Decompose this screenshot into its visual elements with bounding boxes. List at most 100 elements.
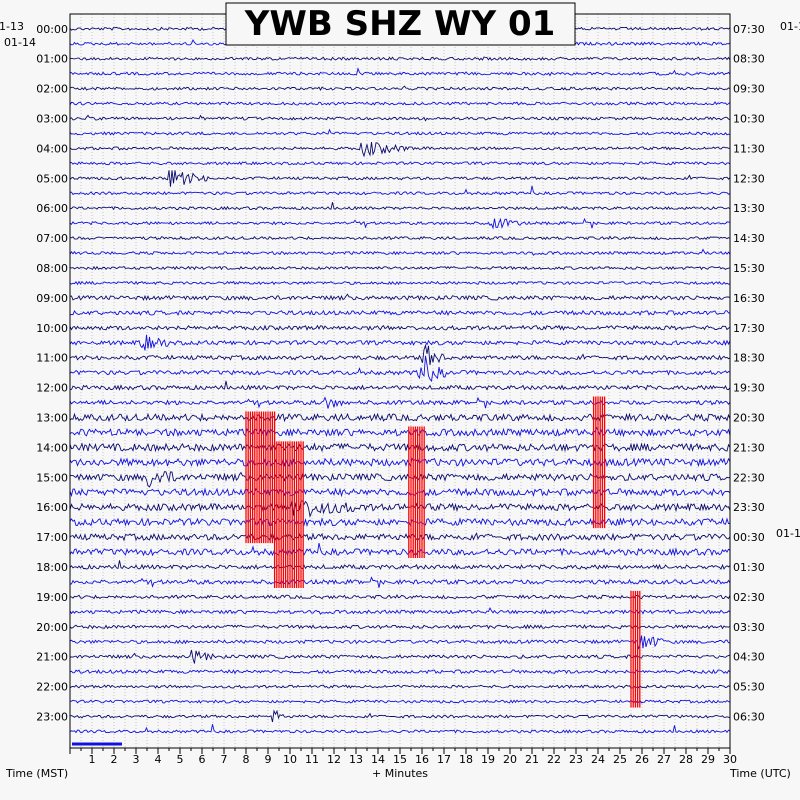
chart-title: YWB SHZ WY 01 [244, 4, 556, 44]
left-hour-label: 20:00 [36, 621, 68, 634]
left-hour-label: 07:00 [36, 232, 68, 245]
x-tick-label: 29 [701, 753, 715, 766]
x-tick-label: 7 [221, 753, 228, 766]
left-hour-label: 13:00 [36, 412, 68, 425]
trace-line [69, 67, 731, 77]
trace-line [69, 114, 731, 122]
right-axis-label: Time (UTC) [729, 767, 791, 780]
right-hour-label: 14:30 [733, 232, 765, 245]
right-hour-label: 03:30 [733, 621, 765, 634]
left-hour-label: 19:00 [36, 591, 68, 604]
trace-line [69, 471, 731, 488]
x-tick-label: 27 [657, 753, 671, 766]
right-hour-label: 12:30 [733, 172, 765, 185]
trace-line [69, 141, 731, 158]
x-tick-label: 16 [415, 753, 429, 766]
left-axis-label: Time (MST) [5, 767, 68, 780]
right-hour-label: 13:30 [733, 202, 765, 215]
right-hour-labels: 07:30 08:30 09:30 10:30 11:30 12:30 13:30 14:30… [733, 23, 765, 724]
trace-line [69, 265, 731, 271]
left-hour-label: 15:00 [36, 471, 68, 484]
left-hour-label: 03:00 [36, 113, 68, 126]
x-tick-label: 5 [177, 753, 184, 766]
x-tick-labels: 1 2 3 4 5 6 7 8 9 10 11 12 13 14 15 16 17 18 19 20 21 22 23 24 2… [89, 753, 738, 766]
x-tick-label: 10 [283, 753, 297, 766]
x-tick-label: 4 [155, 753, 162, 766]
right-hour-label: 09:30 [733, 83, 765, 96]
x-tick-label: 15 [393, 753, 407, 766]
left-hour-label: 04:00 [36, 142, 68, 155]
left-hour-label: 05:00 [36, 172, 68, 185]
trace-line [69, 334, 731, 351]
x-axis-label: + Minutes [372, 767, 428, 780]
right-hour-label: 08:30 [733, 53, 765, 66]
x-tick-label: 18 [459, 753, 473, 766]
right-hour-label: 22:30 [733, 471, 765, 484]
x-tick-label: 3 [133, 753, 140, 766]
left-hour-label: 11:00 [36, 352, 68, 365]
title-box [225, 2, 576, 46]
x-tick-label: 12 [327, 753, 341, 766]
left-hour-label: 02:00 [36, 83, 68, 96]
trace-line [69, 380, 731, 391]
date-right-next: 01-14 [776, 527, 800, 540]
trace-line [69, 161, 731, 166]
right-hour-label: 06:30 [733, 711, 765, 724]
x-tick-label: 28 [679, 753, 693, 766]
x-ticks [69, 748, 731, 754]
left-hour-label: 00:00 [36, 23, 68, 36]
trace-line [69, 396, 731, 409]
x-tick-label: 23 [569, 753, 583, 766]
right-hour-label: 20:30 [733, 412, 765, 425]
trace-line [69, 280, 731, 286]
right-hour-label: 07:30 [733, 23, 765, 36]
x-tick-label: 20 [503, 753, 517, 766]
trace-line [69, 560, 731, 571]
left-hour-label: 09:00 [36, 292, 68, 305]
date-left: 01-14 [4, 36, 36, 49]
x-tick-label: 24 [591, 753, 605, 766]
left-hour-labels: 00:00 01:00 02:00 03:00 04:00 05:00 06:00 07:00… [36, 23, 68, 724]
trace-line [69, 185, 731, 196]
trace-line [69, 594, 731, 600]
right-hour-label: 10:30 [733, 113, 765, 126]
left-hour-label: 08:00 [36, 262, 68, 275]
left-hour-label: 01:00 [36, 53, 68, 66]
x-tick-label: 14 [371, 753, 385, 766]
x-tick-label: 1 [89, 753, 96, 766]
x-tick-label: 2 [111, 753, 118, 766]
date-left-prev: 01-13 [0, 20, 24, 33]
clip-layer [245, 396, 641, 708]
x-tick-label: 6 [199, 753, 206, 766]
right-hour-label: 05:30 [733, 681, 765, 694]
left-hour-label: 17:00 [36, 531, 68, 544]
trace-line [69, 542, 731, 557]
right-hour-label: 04:30 [733, 651, 765, 664]
right-hour-label: 01:30 [733, 561, 765, 574]
right-hour-label: 18:30 [733, 352, 765, 365]
left-hour-label: 21:00 [36, 651, 68, 664]
x-tick-label: 9 [265, 753, 272, 766]
left-hour-label: 22:00 [36, 681, 68, 694]
left-hour-label: 14:00 [36, 441, 68, 454]
right-hour-label: 23:30 [733, 501, 765, 514]
right-hour-label: 11:30 [733, 142, 765, 155]
trace-line [69, 217, 731, 230]
x-tick-label: 25 [613, 753, 627, 766]
left-hour-label: 16:00 [36, 501, 68, 514]
trace-line [69, 170, 731, 187]
right-hour-label: 21:30 [733, 441, 765, 454]
right-hour-label: 00:30 [733, 531, 765, 544]
left-hour-label: 06:00 [36, 202, 68, 215]
left-hour-label: 12:00 [36, 382, 68, 395]
right-hour-label: 15:30 [733, 262, 765, 275]
x-tick-label: 13 [349, 753, 363, 766]
x-tick-label: 17 [437, 753, 451, 766]
x-tick-label: 8 [243, 753, 250, 766]
x-tick-label: 11 [305, 753, 319, 766]
x-tick-label: 30 [723, 753, 737, 766]
x-tick-label: 26 [635, 753, 649, 766]
x-tick-label: 19 [481, 753, 495, 766]
right-hour-label: 02:30 [733, 591, 765, 604]
right-hour-label: 16:30 [733, 292, 765, 305]
